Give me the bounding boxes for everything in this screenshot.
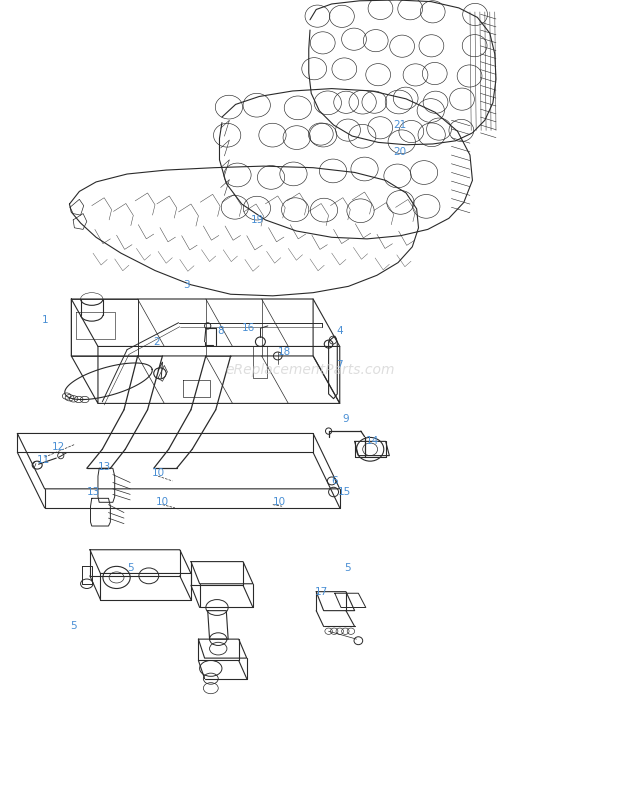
Text: 7: 7 bbox=[337, 361, 343, 370]
Text: 20: 20 bbox=[393, 147, 407, 157]
Text: 9: 9 bbox=[343, 414, 349, 424]
Text: 13: 13 bbox=[97, 462, 111, 471]
Text: 5: 5 bbox=[70, 622, 76, 631]
Text: 4: 4 bbox=[337, 326, 343, 335]
Text: 16: 16 bbox=[241, 324, 255, 333]
Text: 10: 10 bbox=[272, 498, 286, 507]
Text: 3: 3 bbox=[183, 280, 189, 290]
Text: 17: 17 bbox=[314, 587, 328, 596]
Text: 19: 19 bbox=[250, 215, 264, 225]
Text: 10: 10 bbox=[151, 468, 165, 478]
Text: 11: 11 bbox=[37, 456, 50, 465]
Text: 2: 2 bbox=[153, 337, 159, 346]
Text: 5: 5 bbox=[344, 563, 350, 573]
Text: eReplacementParts.com: eReplacementParts.com bbox=[225, 363, 395, 377]
Text: 10: 10 bbox=[156, 498, 169, 507]
Text: 13: 13 bbox=[86, 487, 100, 497]
Text: 12: 12 bbox=[52, 442, 66, 452]
Text: 6: 6 bbox=[332, 476, 338, 486]
Text: 1: 1 bbox=[42, 316, 48, 325]
Text: 18: 18 bbox=[277, 347, 291, 357]
Text: 14: 14 bbox=[365, 437, 379, 446]
Text: 15: 15 bbox=[337, 487, 351, 497]
Text: 8: 8 bbox=[217, 326, 223, 335]
Text: 21: 21 bbox=[393, 120, 407, 130]
Text: 5: 5 bbox=[127, 563, 133, 573]
